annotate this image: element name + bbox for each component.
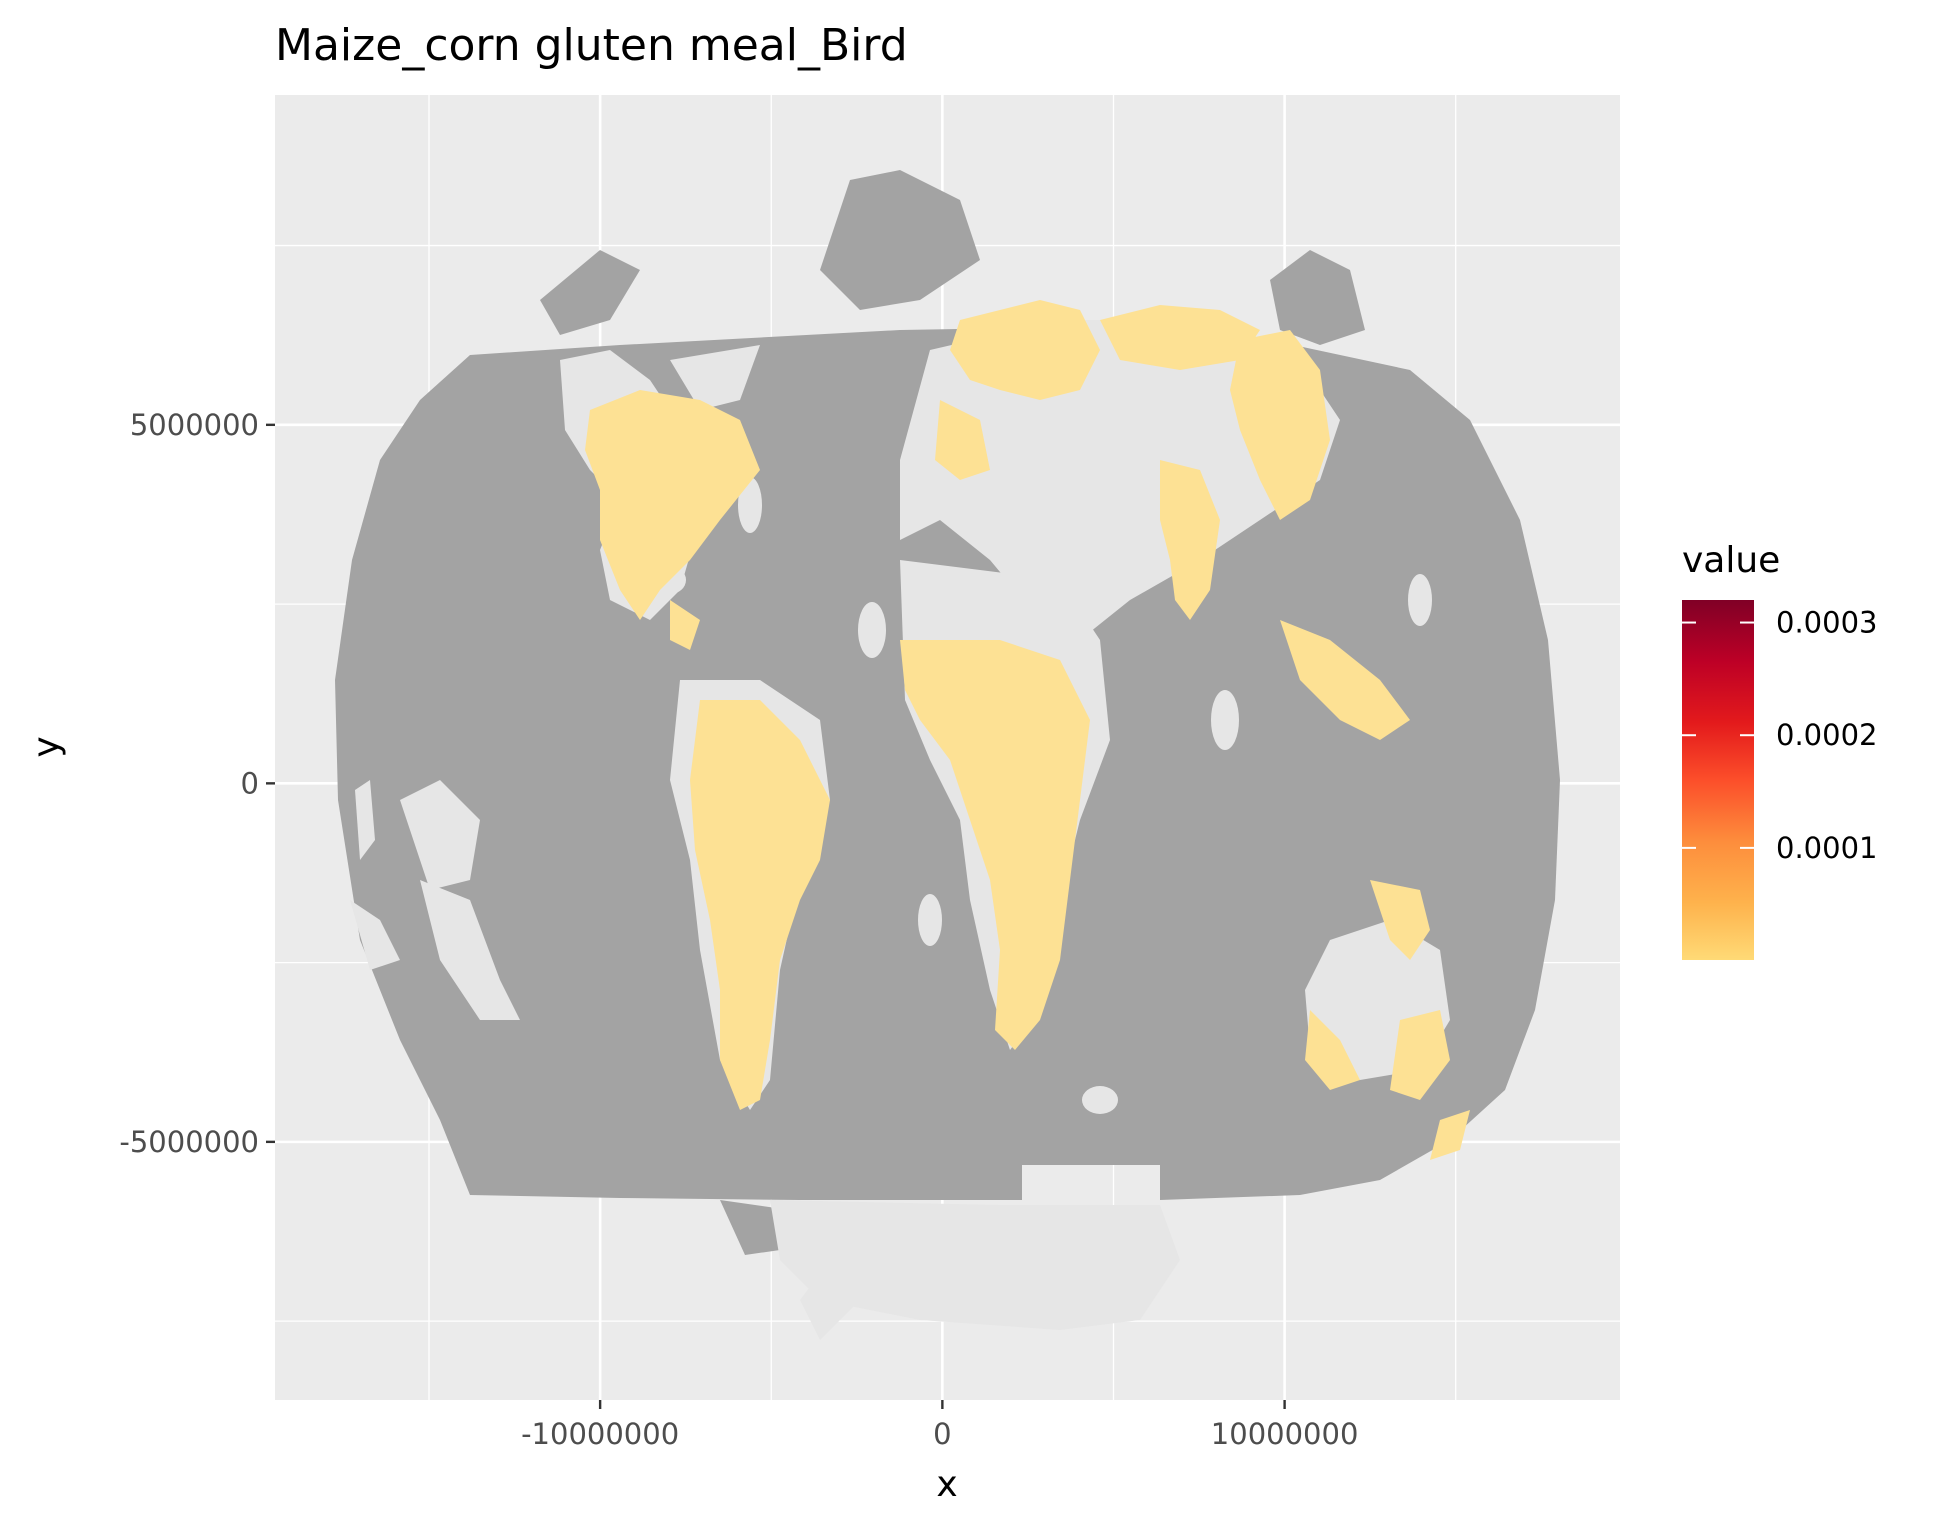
arctic-fragment xyxy=(1270,250,1365,345)
x-axis: -10000000 0 10000000 xyxy=(521,1400,1358,1451)
legend-ticks: 0.0001 0.0002 0.0003 xyxy=(1682,606,1877,865)
legend-title: value xyxy=(1682,540,1780,581)
y-axis: 5000000 0 -5000000 xyxy=(119,408,275,1159)
y-tick-label: 0 xyxy=(241,766,259,800)
map-layer xyxy=(335,170,1560,1340)
value-region-low xyxy=(585,300,1470,1160)
arctic-fragment xyxy=(540,250,640,335)
x-tick-label: 0 xyxy=(933,1417,951,1451)
x-axis-title: x xyxy=(936,1464,957,1505)
y-tick-label: -5000000 xyxy=(119,1125,259,1159)
legend-tick-label: 0.0001 xyxy=(1776,831,1877,865)
y-tick-label: 5000000 xyxy=(130,408,259,442)
legend-colorbar xyxy=(1682,600,1754,960)
legend-tick-label: 0.0003 xyxy=(1776,606,1877,640)
legend-tick-label: 0.0002 xyxy=(1776,718,1877,752)
x-tick-label: 10000000 xyxy=(1211,1417,1359,1451)
arctic-fragment xyxy=(820,170,980,310)
chart-title: Maize_corn gluten meal_Bird xyxy=(275,20,908,71)
x-tick-label: -10000000 xyxy=(521,1417,679,1451)
legend: value 0.0001 0.0002 0.0003 xyxy=(1682,540,1877,960)
y-axis-title: y xyxy=(26,736,67,757)
